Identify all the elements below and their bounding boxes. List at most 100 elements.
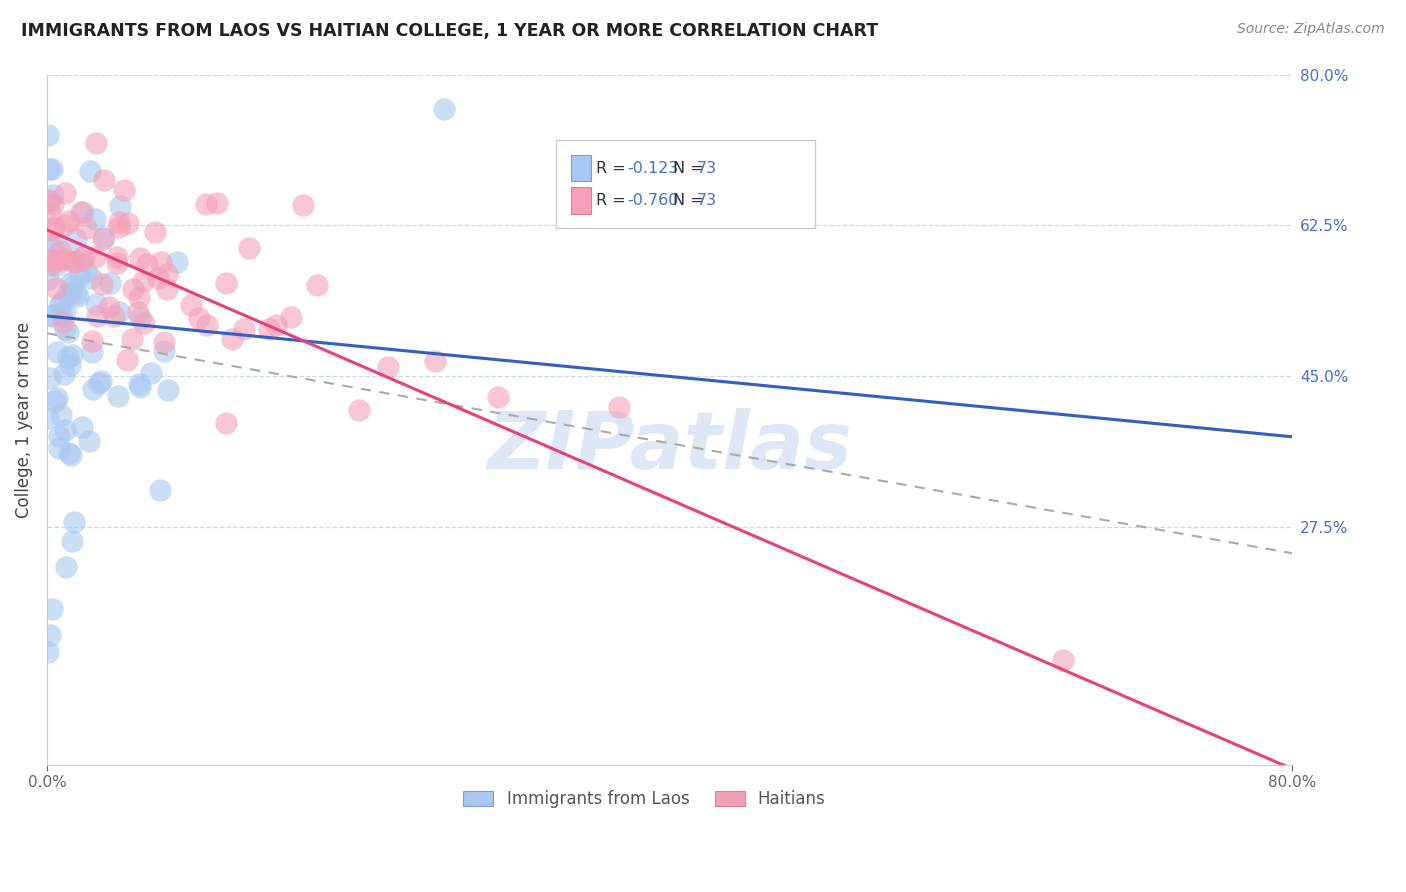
Y-axis label: College, 1 year or more: College, 1 year or more [15,321,32,517]
Point [166,255,188,269]
Point [53,218,76,232]
Point [127,305,149,319]
Point [38,370,60,384]
Point [60,534,83,549]
Point [115,353,138,368]
Point [129,252,152,266]
Point [77,434,100,448]
Point [55,560,77,574]
Text: R =: R = [596,193,631,208]
Point [80,344,103,359]
Text: Source: ZipAtlas.com: Source: ZipAtlas.com [1237,22,1385,37]
Text: -0.123: -0.123 [627,161,678,176]
Point [51,408,73,422]
Point [80,271,103,285]
Point [143,225,166,239]
Point [73,249,96,263]
Point [80,334,103,348]
Point [37,128,59,142]
Point [41,252,63,267]
Point [52,315,75,329]
Point [1052,653,1074,667]
Point [53,423,76,437]
Point [153,335,176,350]
Point [215,416,238,430]
Point [146,271,169,285]
Point [58,445,80,459]
Point [59,358,82,372]
Point [259,322,281,336]
Point [187,310,209,325]
Point [53,251,76,265]
Point [62,279,84,293]
Point [486,391,509,405]
Point [41,241,63,255]
Point [83,250,105,264]
Point [280,310,302,325]
Point [82,382,104,396]
Text: N =: N = [672,193,709,208]
Text: N =: N = [672,161,709,176]
Point [98,277,121,291]
Point [52,368,75,382]
Text: -0.760: -0.760 [627,193,678,208]
Point [53,322,76,336]
Point [291,197,314,211]
Point [266,318,288,333]
Point [194,196,217,211]
Point [69,268,91,283]
Point [58,351,80,365]
Point [44,219,66,234]
Point [39,258,62,272]
Point [45,237,67,252]
Text: ZIPatlas: ZIPatlas [486,409,852,486]
Point [112,183,135,197]
Point [44,393,66,408]
Point [41,162,63,177]
Point [56,285,79,300]
Point [41,602,63,616]
Point [49,244,72,259]
Point [58,214,80,228]
Point [108,215,131,229]
Point [70,252,93,267]
Point [42,197,65,211]
Point [108,219,131,234]
Point [60,348,83,362]
Point [349,402,371,417]
Point [42,188,65,202]
Point [66,289,89,303]
Point [135,257,157,271]
Point [39,628,62,642]
Point [91,277,114,291]
Point [45,258,67,272]
Point [45,281,67,295]
Point [86,296,108,310]
Point [156,282,179,296]
Point [377,359,399,374]
Point [152,344,174,359]
Point [65,253,87,268]
Point [86,309,108,323]
Point [107,250,129,264]
Point [38,161,60,176]
Point [105,256,128,270]
Point [93,230,115,244]
Point [39,205,62,219]
Point [59,253,82,268]
Point [53,303,76,318]
Point [69,204,91,219]
Point [51,306,73,320]
Point [232,322,254,336]
Point [75,263,97,277]
Point [41,309,63,323]
Point [37,193,59,207]
Point [70,420,93,434]
Legend: Immigrants from Laos, Haitians: Immigrants from Laos, Haitians [457,783,832,814]
Point [238,241,260,255]
Point [60,448,83,462]
Point [103,310,125,324]
Point [41,223,63,237]
Point [56,325,79,339]
Point [89,376,111,390]
